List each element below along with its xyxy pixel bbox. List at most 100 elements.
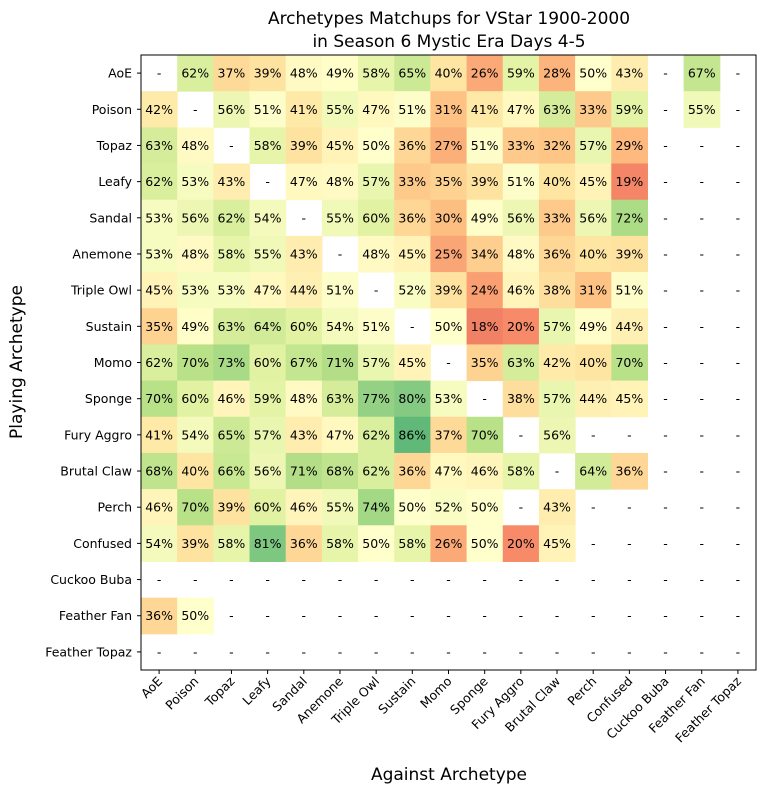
heatmap-cell: [502, 308, 540, 345]
cell-value-label: 50%: [471, 500, 499, 515]
cell-value-label: -: [736, 102, 741, 117]
cell-value-label: 70%: [615, 355, 643, 370]
heatmap-cell: [611, 91, 648, 128]
cell-value-label: -: [663, 246, 668, 261]
cell-value-label: 55%: [326, 500, 354, 515]
heatmap-cell: [394, 199, 431, 237]
heatmap-cell: [466, 235, 504, 273]
heatmap-cell: [141, 127, 178, 165]
heatmap-cell: [213, 199, 251, 237]
cell-value-label: -: [736, 500, 741, 515]
cell-value-label: -: [736, 391, 741, 406]
cell-value-label: -: [410, 644, 415, 659]
heatmap-cell: [177, 272, 214, 309]
heatmap-cell: [141, 163, 178, 201]
cell-value-label: 38%: [507, 391, 535, 406]
heatmap-cell: [466, 55, 504, 92]
cell-value-label: -: [302, 644, 307, 659]
cell-value-label: 38%: [543, 283, 571, 298]
cell-value-label: 39%: [290, 138, 318, 153]
cell-value-label: 48%: [362, 246, 390, 261]
heatmap-cell: [430, 55, 468, 92]
cell-value-label: 63%: [145, 138, 173, 153]
heatmap-cell: [249, 235, 287, 273]
heatmap-cell: [285, 344, 323, 382]
cell-value-label: 46%: [471, 464, 499, 479]
cell-value-label: 67%: [688, 66, 716, 81]
cell-value-label: 29%: [615, 138, 643, 153]
heatmap-cell: [141, 272, 178, 309]
heatmap-cell: [249, 127, 287, 165]
heatmap-cell: [249, 344, 287, 382]
heatmap-cell-labels: - 62% 37% 39% 48% 49% 58% 65% 40% 26% 59% 28% 50% 43%…: [145, 66, 740, 660]
heatmap-cell: [285, 127, 323, 165]
cell-value-label: 43%: [290, 246, 318, 261]
heatmap-cell: [466, 163, 504, 201]
heatmap-cell: [358, 489, 395, 526]
heatmap-cell: [177, 452, 214, 490]
cell-value-label: -: [663, 427, 668, 442]
cell-value-label: 56%: [507, 210, 535, 225]
cell-value-label: -: [482, 644, 487, 659]
cell-value-label: -: [193, 572, 198, 587]
cell-value-label: 60%: [290, 319, 318, 334]
heatmap-cell: [394, 344, 431, 382]
cell-value-label: -: [519, 572, 524, 587]
cell-value-label: 65%: [218, 427, 246, 442]
cell-value-label: 60%: [254, 500, 282, 515]
cell-value-label: 54%: [254, 210, 282, 225]
cell-value-label: -: [736, 427, 741, 442]
cell-value-label: -: [591, 536, 596, 551]
heatmap-cell: [321, 416, 359, 454]
heatmap-cell: [575, 308, 612, 345]
cell-value-label: 63%: [543, 102, 571, 117]
cell-value-label: -: [482, 391, 487, 406]
heatmap-cell: [358, 452, 395, 490]
cell-value-label: 47%: [326, 427, 354, 442]
heatmap-cell: [141, 308, 178, 345]
cell-value-label: -: [302, 608, 307, 623]
cell-value-label: -: [591, 500, 596, 515]
heatmap-cell: [430, 416, 468, 454]
cell-value-label: 33%: [507, 138, 535, 153]
cell-value-label: 58%: [218, 246, 246, 261]
heatmap-cell: [502, 55, 540, 92]
heatmap-cell: [575, 344, 612, 382]
heatmap-cell: [213, 272, 251, 309]
cell-value-label: -: [338, 572, 343, 587]
cell-value-label: 24%: [471, 283, 499, 298]
heatmap-cell: [213, 489, 251, 526]
cell-value-label: 48%: [326, 174, 354, 189]
cell-value-label: -: [663, 500, 668, 515]
heatmap-cell: [249, 452, 287, 490]
heatmap-cell: [213, 163, 251, 201]
cell-value-label: -: [627, 572, 632, 587]
cell-value-label: -: [229, 138, 234, 153]
cell-value-label: 43%: [290, 427, 318, 442]
cell-value-label: 63%: [507, 355, 535, 370]
cell-value-label: 48%: [507, 246, 535, 261]
cell-value-label: 72%: [615, 210, 643, 225]
cell-value-label: 48%: [290, 391, 318, 406]
cell-value-label: -: [627, 644, 632, 659]
cell-value-label: -: [265, 608, 270, 623]
cell-value-label: 39%: [435, 283, 463, 298]
cell-value-label: 45%: [398, 355, 426, 370]
cell-value-label: 55%: [688, 102, 716, 117]
cell-value-label: 48%: [181, 246, 209, 261]
heatmap-cell: [321, 380, 359, 418]
y-tick-label: Perch: [98, 500, 132, 515]
heatmap-cell: [177, 127, 214, 165]
heatmap-cell: [575, 272, 612, 309]
cell-value-label: 28%: [543, 66, 571, 81]
heatmap-cell: [321, 525, 359, 562]
cell-value-label: -: [157, 644, 162, 659]
heatmap-cell: [466, 308, 504, 345]
cell-value-label: 33%: [579, 102, 607, 117]
heatmap-cell: [141, 91, 178, 128]
cell-value-label: 40%: [435, 66, 463, 81]
cell-value-label: 44%: [579, 391, 607, 406]
cell-value-label: 39%: [218, 500, 246, 515]
heatmap-cell: [611, 163, 648, 201]
cell-value-label: -: [699, 319, 704, 334]
